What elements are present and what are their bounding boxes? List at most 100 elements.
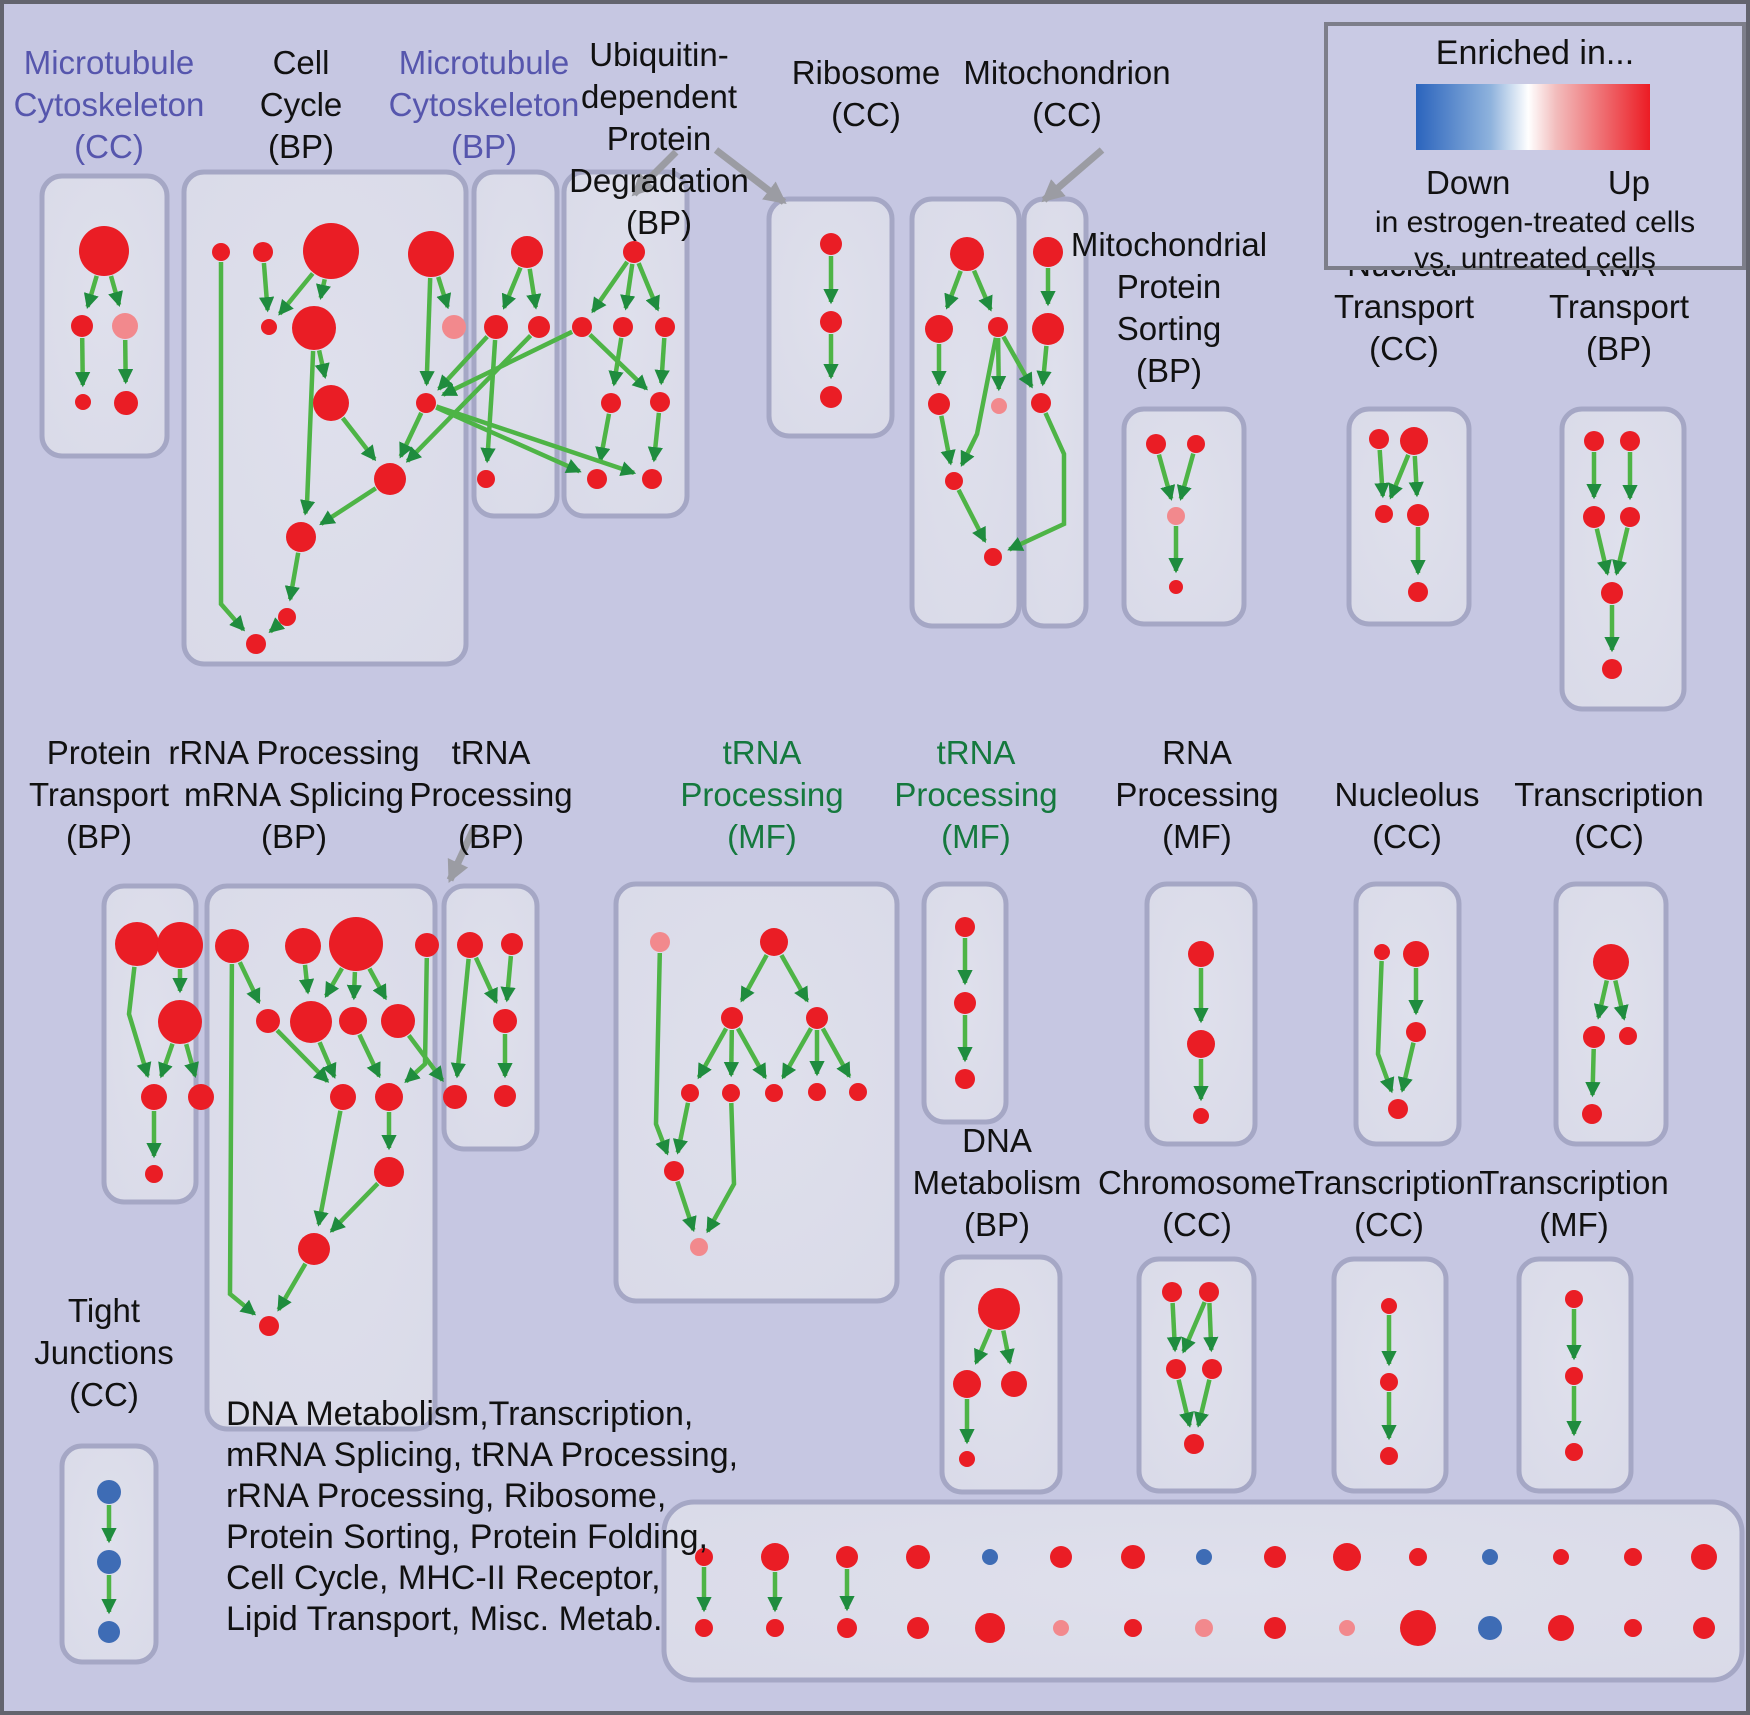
cluster-label-rna-proc-mf: (MF) bbox=[1162, 818, 1232, 855]
cluster-label-trna-bp: Processing bbox=[409, 776, 572, 813]
cell-cycle-edge bbox=[268, 617, 286, 634]
cluster-label-chromosome: (CC) bbox=[1162, 1206, 1232, 1243]
trna-bp-edge bbox=[450, 958, 471, 1079]
go-term-node bbox=[1001, 1371, 1027, 1397]
cluster-label-mitochondrion: Mitochondrion bbox=[963, 54, 1170, 91]
ubiquitin-a-edge bbox=[620, 263, 636, 311]
go-term-node bbox=[1193, 1108, 1209, 1124]
go-term-node bbox=[1188, 941, 1214, 967]
cluster-label-rna-proc-mf: RNA bbox=[1162, 734, 1232, 771]
go-term-node bbox=[984, 548, 1002, 566]
cross-edge bbox=[1007, 412, 1067, 552]
trna-mf-large-edge bbox=[735, 1027, 768, 1080]
go-term-node bbox=[253, 242, 273, 262]
cell-cycle-edge bbox=[277, 272, 315, 316]
microtubule-cc-edge bbox=[108, 275, 123, 308]
cluster-label-trna-mf-large: tRNA bbox=[723, 734, 802, 771]
go-term-node bbox=[761, 1543, 789, 1571]
go-term-node bbox=[978, 1288, 1020, 1330]
cross-edge bbox=[405, 334, 533, 463]
cluster-label-trna-mf-large: Processing bbox=[680, 776, 843, 813]
go-term-node bbox=[820, 386, 842, 408]
go-term-node bbox=[494, 1085, 516, 1107]
go-term-node bbox=[766, 1619, 784, 1637]
cluster-label-rna-proc-mf: Processing bbox=[1115, 776, 1278, 813]
nuclear-transport-edge bbox=[1374, 449, 1390, 499]
go-term-node bbox=[292, 306, 336, 350]
chromosome-edge bbox=[1193, 1379, 1212, 1428]
go-term-node bbox=[1565, 1443, 1583, 1461]
go-term-node bbox=[991, 398, 1007, 414]
trna-mf-large-edge bbox=[705, 1102, 737, 1234]
cluster-label-protein-transport: (BP) bbox=[66, 818, 132, 855]
go-term-node bbox=[1624, 1548, 1642, 1566]
trna-bp-edge bbox=[500, 955, 516, 1003]
cluster-label-trna-mf-small: (MF) bbox=[941, 818, 1011, 855]
go-term-node bbox=[1619, 1027, 1637, 1045]
go-term-node bbox=[664, 1161, 684, 1181]
go-term-node bbox=[650, 392, 670, 412]
protein-transport-edge bbox=[126, 966, 152, 1079]
go-term-node bbox=[1548, 1615, 1574, 1641]
go-term-node bbox=[259, 1316, 279, 1336]
mitochondrion-edge bbox=[1036, 345, 1052, 387]
ubiquitin-left-callout-arrow bbox=[631, 149, 679, 197]
cluster-label-transcription-cc: (CC) bbox=[1574, 818, 1644, 855]
go-term-node bbox=[1408, 582, 1428, 602]
cell-cycle-edge bbox=[398, 411, 424, 459]
go-term-node bbox=[261, 319, 277, 335]
nuclear-transport-edge bbox=[1408, 455, 1424, 498]
go-term-node bbox=[975, 1613, 1005, 1643]
go-term-node bbox=[375, 1083, 403, 1111]
ribosome-edge bbox=[959, 337, 999, 467]
cluster-label-rna-transport: RNA bbox=[1584, 246, 1654, 283]
go-term-node bbox=[98, 1621, 120, 1643]
mito-sorting-edge bbox=[1156, 453, 1176, 501]
go-term-node bbox=[1375, 505, 1393, 523]
go-term-node bbox=[650, 932, 670, 952]
ubiquitin-a-edge bbox=[590, 260, 630, 314]
cluster-label-mitochondrion: (CC) bbox=[1032, 96, 1102, 133]
cell-cycle-edge bbox=[314, 349, 330, 379]
microtubule-bp-edge bbox=[480, 339, 498, 464]
ubiquitin-a-edge bbox=[654, 337, 670, 386]
ubiquitin-a-edge bbox=[595, 413, 612, 463]
cluster-label-nucleolus: (CC) bbox=[1372, 818, 1442, 855]
go-term-node bbox=[601, 393, 621, 413]
go-term-node bbox=[1374, 944, 1390, 960]
microtubule-bp-edge bbox=[526, 268, 542, 310]
cluster-label-nuclear-transport: Transport bbox=[1334, 288, 1474, 325]
trna-mf-large-edge bbox=[696, 1027, 729, 1080]
go-term-node bbox=[1400, 1610, 1436, 1646]
rrna-mrna-edge bbox=[346, 971, 363, 1001]
transcription-cc-edge bbox=[1585, 1048, 1601, 1098]
go-term-node bbox=[443, 1085, 467, 1109]
go-term-node bbox=[1620, 431, 1640, 451]
rna-transport-box bbox=[1559, 406, 1687, 712]
go-term-node bbox=[114, 391, 138, 415]
cluster-label-tight-junctions: (CC) bbox=[69, 1376, 139, 1413]
go-term-node bbox=[329, 917, 383, 971]
go-term-node bbox=[1553, 1549, 1569, 1565]
network-diagram: Microtubule Cytoskeleton (CC) Cell Cycle (BP)… bbox=[14, 36, 1745, 1683]
chromosome-edge bbox=[1176, 1379, 1195, 1428]
rrna-mrna-edge bbox=[227, 963, 257, 1316]
go-term-node bbox=[1032, 313, 1064, 345]
go-term-node bbox=[158, 1000, 202, 1044]
go-term-node bbox=[928, 393, 950, 415]
go-term-node bbox=[1167, 507, 1185, 525]
go-term-node bbox=[246, 634, 266, 654]
cluster-label-rrna-mrna: rRNA Processing bbox=[168, 734, 419, 771]
go-term-node bbox=[528, 316, 550, 338]
go-term-node bbox=[1146, 434, 1166, 454]
cluster-label-transcription-cc: Transcription bbox=[1514, 776, 1704, 813]
rrna-mrna-edge bbox=[357, 1033, 382, 1079]
go-term-node bbox=[408, 231, 454, 277]
go-term-node bbox=[950, 237, 984, 271]
cluster-label-rna-transport: (BP) bbox=[1586, 330, 1652, 367]
go-term-node bbox=[1031, 393, 1051, 413]
nucleolus-edge bbox=[1397, 1042, 1416, 1093]
cluster-label-microtubule-bp: (BP) bbox=[451, 128, 517, 165]
chromosome-edge bbox=[1166, 1302, 1182, 1353]
